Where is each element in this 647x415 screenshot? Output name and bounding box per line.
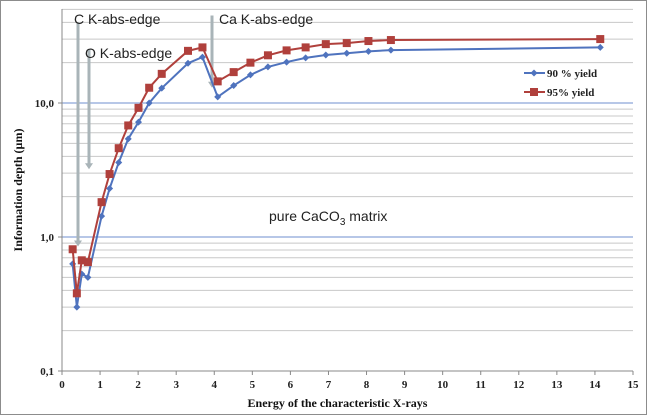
data-point — [77, 256, 86, 265]
data-point — [115, 158, 123, 166]
data-point — [114, 144, 123, 153]
data-point — [145, 99, 153, 107]
annotation-label: C K-abs-edge — [74, 11, 161, 27]
x-tick-label: 5 — [250, 379, 256, 391]
data-point — [343, 49, 351, 57]
data-point — [97, 198, 106, 207]
x-tick-label: 0 — [59, 379, 65, 391]
y-tick-label: 1,0 — [40, 232, 54, 244]
series-line — [71, 38, 601, 294]
data-point — [246, 71, 254, 79]
x-tick-label: 7 — [326, 379, 332, 391]
legend-label: 95% yield — [547, 87, 594, 99]
data-point — [73, 303, 81, 311]
x-tick-label: 15 — [628, 379, 640, 391]
data-point — [84, 273, 92, 281]
data-point — [282, 46, 291, 55]
data-point — [145, 83, 154, 92]
matrix-label: pure CaCO3 matrix — [269, 208, 387, 228]
y-tick-label: 0,1 — [40, 366, 54, 378]
data-point — [387, 46, 395, 54]
x-tick-label: 2 — [135, 379, 141, 391]
annotation-arrow-head-icon — [74, 240, 82, 247]
legend-marker — [530, 69, 538, 77]
x-tick-label: 13 — [551, 379, 563, 391]
x-axis-label: Energy of the characteristic X-rays — [248, 396, 428, 410]
annotation-label: O K-abs-edge — [85, 45, 172, 61]
data-point — [98, 212, 106, 220]
data-point — [134, 103, 143, 112]
data-point — [302, 54, 310, 62]
series-95-yield — [68, 35, 605, 298]
y-axis-label: Information depth (µm) — [11, 129, 25, 252]
data-point — [263, 51, 272, 60]
data-point — [596, 35, 605, 44]
data-point — [124, 121, 133, 130]
data-point — [342, 39, 351, 48]
data-point — [135, 118, 143, 126]
data-point — [72, 289, 81, 298]
data-point — [184, 59, 192, 67]
x-tick-label: 8 — [364, 379, 370, 391]
legend-label: 90 % yield — [547, 68, 597, 80]
x-tick-label: 4 — [212, 379, 218, 391]
data-point — [364, 47, 372, 55]
y-tick-label: 10,0 — [35, 98, 55, 110]
x-tick-label: 10 — [437, 379, 449, 391]
data-point — [198, 43, 207, 52]
data-point — [198, 53, 206, 61]
data-point — [229, 68, 238, 77]
data-point — [157, 69, 166, 78]
legend-marker — [530, 88, 538, 96]
x-tick-label: 3 — [173, 379, 179, 391]
data-point — [321, 40, 330, 49]
data-point — [124, 135, 132, 143]
data-point — [106, 185, 114, 193]
data-point — [301, 43, 310, 52]
data-point — [322, 51, 330, 59]
data-point — [158, 84, 166, 92]
data-point — [283, 58, 291, 66]
data-point — [105, 170, 114, 179]
annotation-label: Ca K-abs-edge — [219, 11, 313, 27]
data-point — [214, 93, 222, 101]
series-line — [71, 46, 601, 308]
data-point — [264, 63, 272, 71]
data-point — [184, 46, 193, 55]
x-tick-label: 9 — [402, 379, 408, 391]
data-point — [386, 36, 395, 45]
x-tick-label: 14 — [589, 379, 601, 391]
data-point — [213, 77, 222, 86]
x-tick-label: 12 — [513, 379, 525, 391]
data-point — [364, 37, 373, 46]
x-tick-label: 1 — [97, 379, 103, 391]
data-point — [68, 245, 77, 254]
data-point — [83, 258, 92, 267]
x-tick-label: 6 — [288, 379, 294, 391]
annotation-arrow-head-icon — [85, 163, 93, 170]
data-point — [596, 43, 604, 51]
data-point — [230, 82, 238, 90]
data-point — [246, 58, 255, 67]
x-tick-label: 11 — [476, 379, 486, 391]
